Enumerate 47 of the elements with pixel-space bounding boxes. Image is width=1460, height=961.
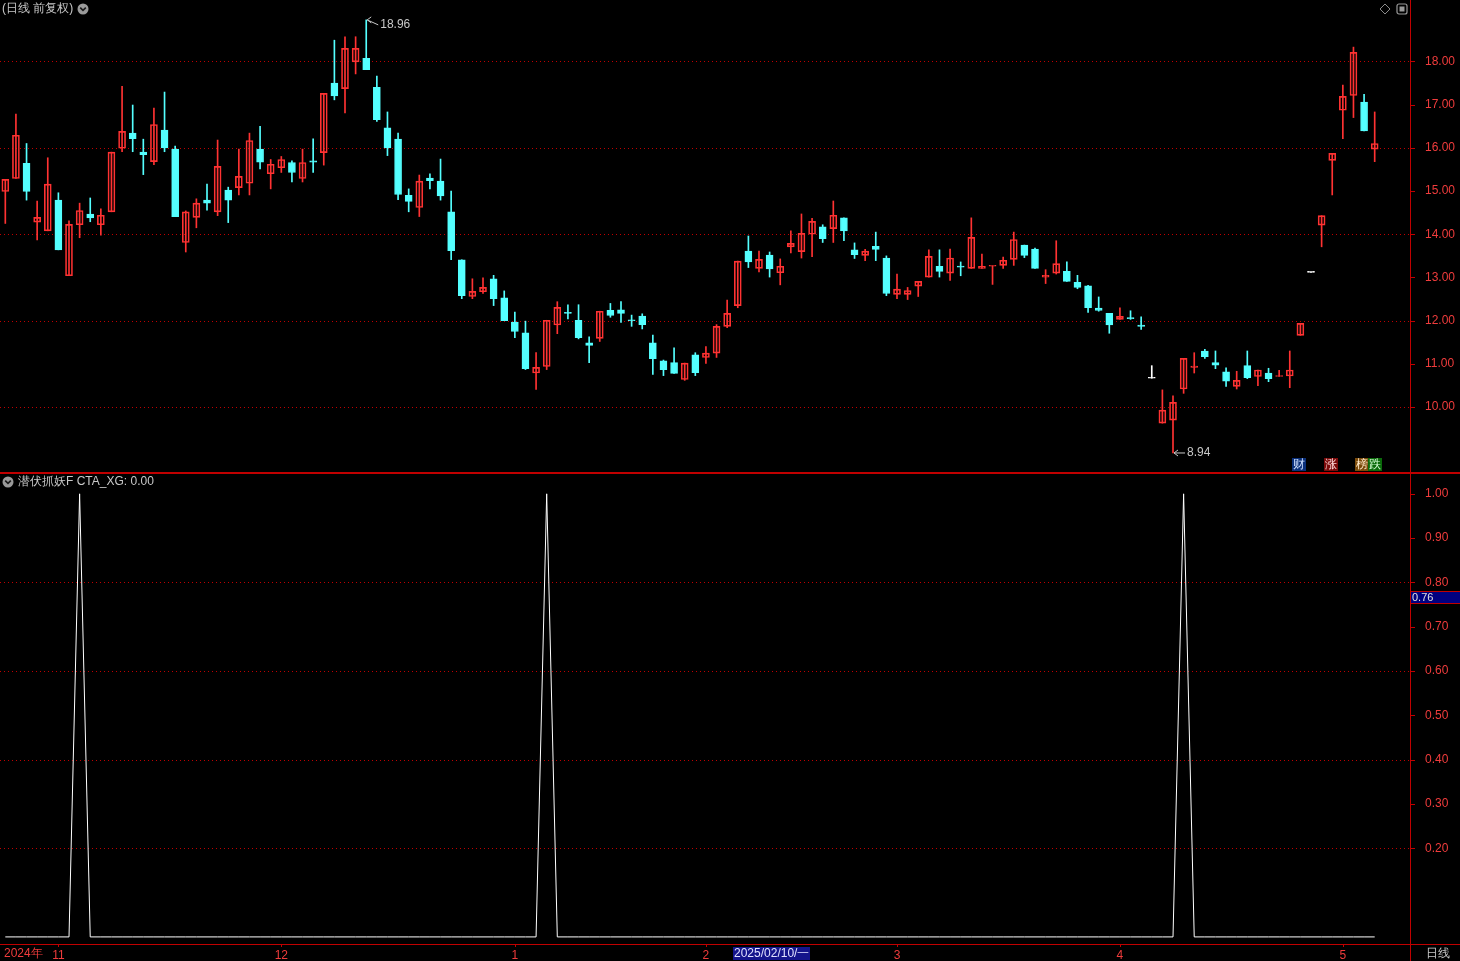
candlestick <box>1094 296 1103 312</box>
y-tick-label: 0.90 <box>1425 530 1449 545</box>
y-tick-label: 0.60 <box>1425 663 1449 678</box>
y-tick-label: 12.00 <box>1425 313 1456 328</box>
y-tick-label: 14.00 <box>1425 226 1456 241</box>
x-tick-label: 11 <box>52 947 65 961</box>
candlestick <box>871 231 880 261</box>
y-tick-label: 16.00 <box>1425 140 1456 155</box>
y-tick-label: 18.00 <box>1425 53 1456 68</box>
candlestick <box>309 138 317 173</box>
y-tick-label: 11.00 <box>1425 356 1455 371</box>
y-tick-label: 0.20 <box>1425 840 1449 855</box>
annotation: 18.96 <box>380 17 411 32</box>
text: 日线 <box>1425 946 1451 960</box>
candlestick <box>362 19 371 70</box>
annotation: 8.94 <box>1187 445 1211 460</box>
x-tick-label: 4 <box>1116 947 1124 961</box>
annotation: 涨 <box>1324 457 1338 471</box>
text: 2025/02/10/一 <box>733 946 811 960</box>
annotation: 跌 <box>1368 457 1382 471</box>
x-tick-label: 1 <box>511 947 519 961</box>
chart-title: (日线 前复权) <box>2 1 74 16</box>
y-tick-label: 1.00 <box>1425 486 1449 501</box>
annotation: 榜 <box>1355 457 1369 471</box>
y-tick-label: 0.40 <box>1425 751 1449 766</box>
text: 0.76 <box>1411 591 1460 604</box>
y-tick-label: 10.00 <box>1425 399 1456 414</box>
candlestick <box>128 104 137 153</box>
x-tick-label: 3 <box>893 947 901 961</box>
text: 2024年 <box>3 946 44 960</box>
y-tick-label: 17.00 <box>1425 96 1456 111</box>
x-tick-label: 2 <box>702 947 710 961</box>
y-tick-label: 0.80 <box>1425 574 1449 589</box>
y-tick-label: 13.00 <box>1425 269 1456 284</box>
candlestick <box>585 336 593 363</box>
candlestick <box>617 301 625 323</box>
x-tick-label: 5 <box>1339 947 1347 961</box>
candlestick <box>1147 365 1156 379</box>
annotation: 财 <box>1292 457 1306 471</box>
y-tick-label: 0.70 <box>1425 619 1449 634</box>
y-tick-label: 0.50 <box>1425 707 1449 722</box>
y-tick-label: 15.00 <box>1425 183 1456 198</box>
chart-title: 潜伏抓妖F CTA_XG: 0.00 <box>18 474 154 489</box>
x-tick-label: 12 <box>274 947 289 961</box>
y-tick-label: 0.30 <box>1425 796 1449 811</box>
candlestick <box>956 261 965 277</box>
candlestick <box>1137 316 1145 330</box>
